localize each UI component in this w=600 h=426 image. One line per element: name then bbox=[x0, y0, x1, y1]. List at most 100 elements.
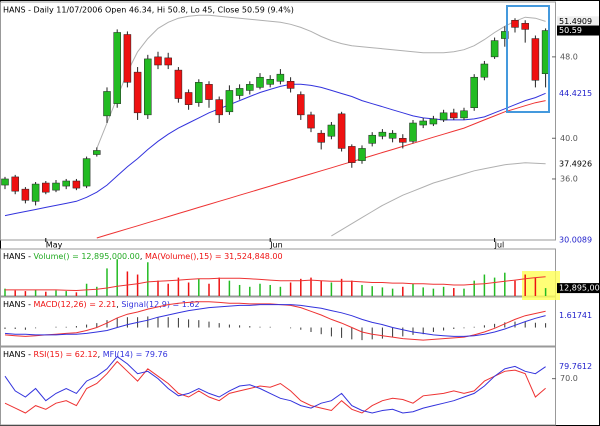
candle-body bbox=[429, 118, 438, 125]
value-label-box bbox=[557, 283, 599, 294]
candle-body bbox=[490, 40, 499, 58]
x-tick-label: May bbox=[46, 241, 63, 250]
y-tick-label: 70.0 bbox=[560, 374, 578, 383]
line bbox=[96, 100, 546, 239]
candle-body bbox=[1, 178, 9, 186]
panel-title-part: HANS - bbox=[3, 350, 34, 359]
candle-body bbox=[521, 23, 529, 30]
panel-title-part: Signal(12,9) = 1.62 bbox=[121, 300, 199, 309]
value-label-box bbox=[557, 310, 599, 321]
value-label-box bbox=[557, 158, 599, 169]
x-tick-label: Jun bbox=[269, 241, 283, 250]
panel-title-part: MFI(14) = 79.76 bbox=[103, 350, 168, 359]
panel-title-part: , bbox=[98, 350, 103, 359]
highlight-box bbox=[522, 271, 560, 300]
value-label: 44.4215 bbox=[559, 89, 592, 98]
panel-title-part: MA(Volume(),15) = 31,524,848.00 bbox=[145, 252, 283, 261]
candle-body bbox=[470, 76, 478, 108]
candle-body bbox=[501, 31, 509, 39]
panel-title-part: HANS - bbox=[3, 252, 34, 261]
panel-title-part: , bbox=[116, 300, 121, 309]
candle-body bbox=[82, 158, 91, 187]
line bbox=[4, 83, 546, 217]
candle-body bbox=[276, 73, 285, 82]
value-label-box bbox=[557, 16, 599, 27]
candle-body bbox=[113, 32, 121, 104]
line bbox=[331, 162, 546, 237]
candle-body bbox=[266, 79, 274, 85]
panel-title-part: HANS - bbox=[3, 300, 34, 309]
y-tick-label: 48.0 bbox=[560, 52, 578, 61]
candle-body bbox=[174, 69, 183, 99]
macd-panel bbox=[0, 296, 556, 347]
line bbox=[4, 304, 546, 337]
candle-body bbox=[460, 110, 468, 119]
candle-body bbox=[31, 183, 40, 202]
panel-title: HANS - Volume() = 12,895,000.00, MA(Volu… bbox=[3, 252, 283, 261]
candle-body bbox=[337, 113, 346, 149]
candle-body bbox=[225, 90, 234, 113]
candle-body bbox=[235, 88, 244, 96]
candle-body bbox=[144, 58, 152, 116]
candle-body bbox=[439, 112, 448, 121]
panel-title-part: RSI(15) = 62.12 bbox=[34, 350, 98, 359]
candle-body bbox=[419, 120, 427, 126]
line bbox=[5, 276, 546, 292]
candle-body bbox=[215, 99, 223, 116]
candle-body bbox=[184, 92, 193, 105]
candle-body bbox=[327, 124, 336, 137]
panel-title: HANS - RSI(15) = 62.12, MFI(14) = 79.76 bbox=[3, 350, 168, 359]
chart-title: HANS - Daily 11/07/2006 Open 46.34, Hi 5… bbox=[3, 6, 294, 15]
candle-body bbox=[358, 148, 366, 161]
candle-body bbox=[164, 57, 172, 66]
candle-body bbox=[154, 56, 162, 66]
candle-body bbox=[511, 19, 519, 28]
candle-body bbox=[297, 94, 305, 116]
y-tick-label: 40.0 bbox=[560, 134, 578, 143]
line bbox=[4, 355, 546, 414]
candle-body bbox=[388, 132, 397, 139]
value-label: 79.7612 bbox=[559, 362, 592, 371]
panel-title-part: MACD(12,26) = 2.21 bbox=[34, 300, 117, 309]
candle-body bbox=[531, 38, 540, 81]
value-label: 37.4926 bbox=[559, 159, 592, 168]
value-label: 1.61741 bbox=[559, 311, 592, 320]
value-label-box bbox=[557, 234, 599, 245]
value-label-box bbox=[557, 25, 599, 36]
candle-body bbox=[93, 150, 101, 155]
candle-body bbox=[195, 82, 203, 103]
value-label: 12,895,000 bbox=[559, 284, 600, 293]
candle-body bbox=[123, 34, 132, 83]
candle-body bbox=[399, 138, 407, 143]
candle-body bbox=[133, 71, 142, 114]
panel-title-part: Volume() = 12,895,000.00 bbox=[34, 252, 140, 261]
line bbox=[4, 360, 546, 414]
candle-body bbox=[307, 114, 315, 129]
candle-body bbox=[103, 91, 111, 117]
value-label: 30.0089 bbox=[559, 235, 592, 244]
price-panel bbox=[0, 1, 556, 241]
candle-body bbox=[52, 182, 60, 191]
value-label: 51.4909 bbox=[559, 17, 592, 26]
candle-body bbox=[348, 146, 356, 163]
candle-body bbox=[72, 180, 81, 189]
line bbox=[96, 14, 546, 149]
candle-body bbox=[286, 81, 295, 89]
candle-body bbox=[317, 132, 325, 143]
highlight-box bbox=[506, 5, 550, 113]
value-label-box bbox=[557, 361, 599, 372]
candle-body bbox=[450, 112, 458, 119]
value-label: 50.59 bbox=[559, 26, 582, 35]
x-tick-label: Jul bbox=[494, 241, 505, 250]
candle-body bbox=[378, 131, 387, 137]
panel-title-part: , bbox=[140, 252, 145, 261]
rsi-panel bbox=[0, 346, 556, 426]
panel-title: HANS - MACD(12,26) = 2.21, Signal(12,9) … bbox=[3, 300, 200, 309]
value-label-box bbox=[557, 88, 599, 99]
candle-body bbox=[21, 188, 30, 201]
candle-body bbox=[256, 76, 264, 88]
